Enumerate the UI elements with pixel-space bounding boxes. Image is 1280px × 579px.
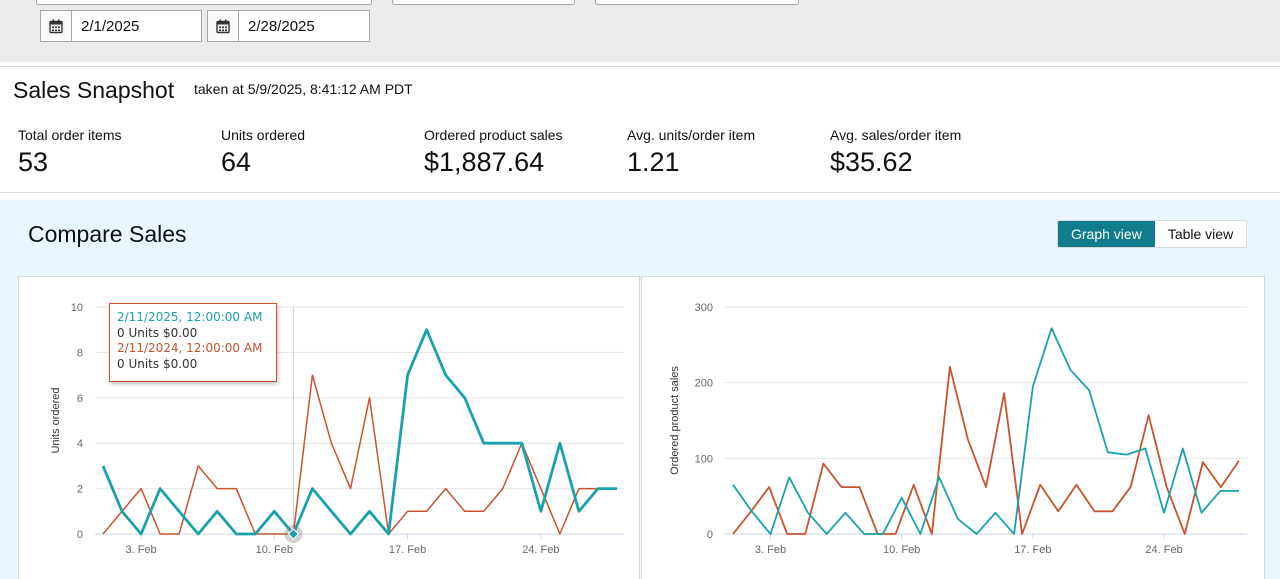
graph-view-button[interactable]: Graph view	[1058, 221, 1155, 247]
x-tick-label: 10. Feb	[883, 544, 920, 556]
view-toggle: Graph view Table view	[1057, 220, 1248, 248]
filter-bar: 2/1/2025 2/28/2025	[0, 0, 1280, 62]
filter-dropdown-stub[interactable]	[595, 0, 799, 5]
start-date-field[interactable]: 2/1/2025	[40, 10, 202, 42]
y-tick-label: 8	[77, 347, 83, 359]
x-tick-label: 10. Feb	[256, 544, 293, 556]
y-axis-label: Units ordered	[50, 387, 62, 453]
metric-avg-units-per-order-item: Avg. units/order item 1.21	[627, 127, 755, 178]
chart-tooltip: 2/11/2025, 12:00:00 AM 0 Units $0.00 2/1…	[109, 303, 277, 382]
tooltip-current-values: 0 Units $0.00	[117, 325, 198, 340]
previous-series-line	[732, 365, 1240, 535]
metric-units-ordered: Units ordered 64	[221, 127, 305, 178]
x-tick-label: 24. Feb	[522, 544, 559, 556]
metric-label: Avg. sales/order item	[830, 127, 962, 143]
x-tick-label: 3. Feb	[125, 544, 156, 556]
metric-total-order-items: Total order items 53	[18, 127, 121, 178]
sales-chart-panel: 0 100 200 300 3. Feb 10. Feb 17. Feb 24. Feb Ord…	[641, 276, 1265, 579]
current-series-line	[101, 328, 617, 536]
y-tick-label: 10	[71, 302, 83, 314]
y-tick-label: 300	[695, 302, 713, 314]
ordered-product-sales-chart[interactable]: 0 100 200 300 3. Feb 10. Feb 17. Feb 24. Feb Ord…	[642, 277, 1266, 579]
y-tick-label: 6	[77, 393, 83, 405]
start-date-value: 2/1/2025	[81, 17, 140, 35]
snapshot-title: Sales Snapshot	[13, 77, 175, 103]
y-tick-label: 4	[77, 438, 83, 450]
y-tick-label: 200	[695, 378, 713, 390]
metric-value: 53	[18, 147, 49, 177]
compare-sales-section: Compare Sales Graph view Table view 0 2 4 6…	[0, 199, 1280, 579]
hover-marker	[287, 528, 300, 540]
tooltip-previous-values: 0 Units $0.00	[117, 356, 198, 371]
tooltip-previous-date: 2/11/2024, 12:00:00 AM	[117, 341, 263, 355]
y-axis-label: Ordered product sales	[669, 366, 681, 475]
x-tick-label: 24. Feb	[1145, 544, 1182, 556]
y-tick-label: 100	[695, 453, 713, 465]
filter-dropdown-stub[interactable]	[392, 0, 575, 5]
divider	[0, 66, 1280, 67]
sales-snapshot: Sales Snapshot taken at 5/9/2025, 8:41:1…	[0, 67, 1280, 193]
x-tick-label: 17. Feb	[1014, 544, 1051, 556]
metric-value: 1.21	[627, 147, 680, 177]
metric-label: Ordered product sales	[424, 127, 563, 143]
current-series-line	[732, 327, 1239, 535]
metric-label: Avg. units/order item	[627, 127, 756, 143]
y-tick-label: 0	[77, 529, 83, 541]
y-tick-label: 2	[77, 484, 83, 496]
calendar-icon[interactable]	[41, 11, 72, 41]
tooltip-current-date: 2/11/2025, 12:00:00 AM	[117, 310, 263, 324]
snapshot-timestamp: taken at 5/9/2025, 8:41:12 AM PDT	[194, 81, 413, 97]
filter-dropdown-stub[interactable]	[36, 0, 372, 5]
x-tick-label: 17. Feb	[389, 544, 426, 556]
table-view-button[interactable]: Table view	[1154, 221, 1247, 247]
metric-label: Total order items	[18, 127, 122, 143]
metric-ordered-product-sales: Ordered product sales $1,887.64	[424, 127, 563, 178]
x-tick-label: 3. Feb	[755, 544, 786, 556]
metric-avg-sales-per-order-item: Avg. sales/order item $35.62	[830, 127, 961, 178]
metric-value: $1,887.64	[424, 147, 545, 177]
compare-sales-title: Compare Sales	[28, 221, 187, 247]
end-date-value: 2/28/2025	[248, 17, 315, 35]
metric-value: 64	[221, 147, 252, 177]
previous-series-line	[102, 374, 617, 535]
y-tick-label: 0	[707, 529, 713, 541]
calendar-icon[interactable]	[208, 11, 239, 41]
metric-label: Units ordered	[221, 127, 306, 143]
metric-value: $35.62	[830, 147, 913, 177]
end-date-field[interactable]: 2/28/2025	[207, 10, 370, 42]
